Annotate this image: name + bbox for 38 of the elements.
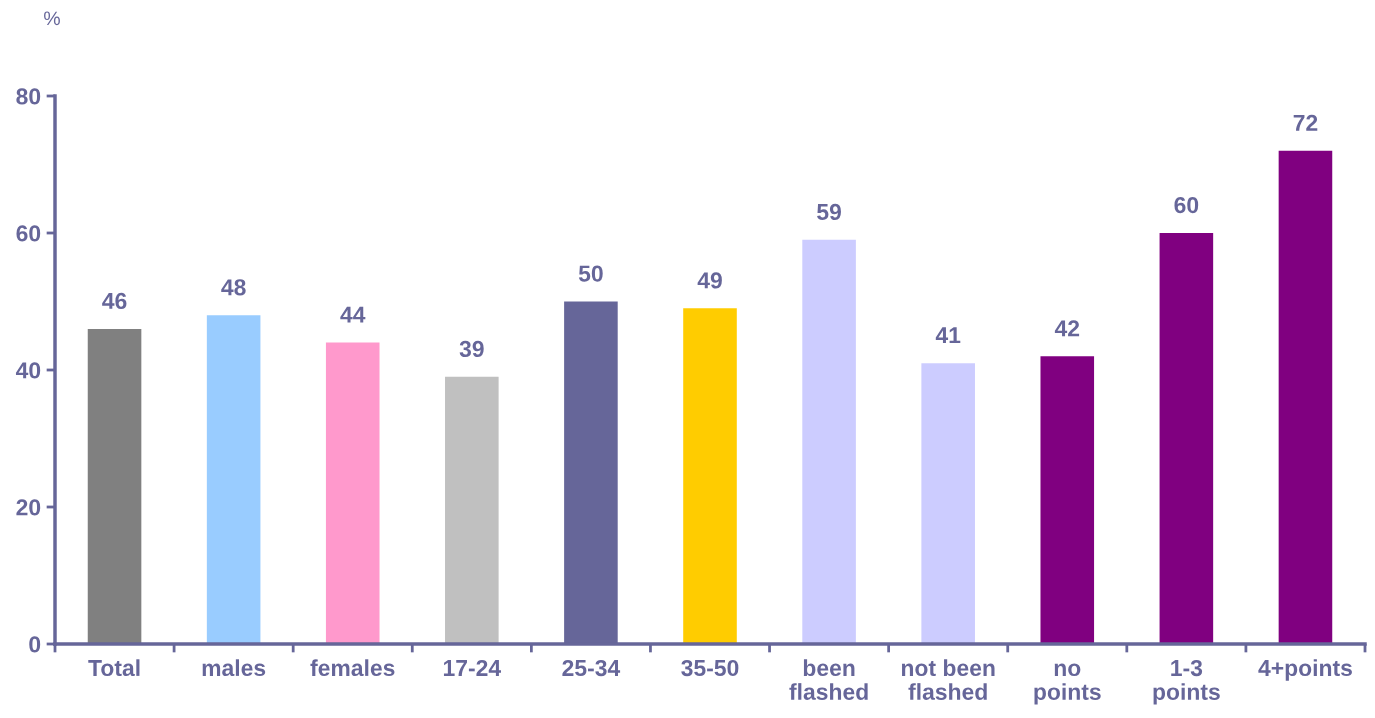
x-tick-label: been flashed bbox=[789, 659, 868, 700]
bar bbox=[445, 376, 499, 644]
y-tick-label: 80 bbox=[16, 88, 41, 105]
data-label: 60 bbox=[1174, 196, 1199, 214]
bar bbox=[325, 342, 380, 644]
x-tick-label: 1-3 points bbox=[1153, 659, 1220, 705]
bar bbox=[87, 328, 142, 644]
bar bbox=[683, 308, 737, 644]
y-tick-label: 20 bbox=[16, 499, 41, 516]
data-label: 72 bbox=[1293, 114, 1318, 131]
bar bbox=[921, 363, 975, 644]
data-label: 41 bbox=[935, 327, 961, 344]
x-tick-label: males bbox=[202, 659, 266, 677]
data-label: 44 bbox=[340, 306, 366, 323]
x-tick-label: 25-34 bbox=[562, 659, 621, 677]
y-tick-label: 60 bbox=[16, 225, 41, 242]
bar bbox=[802, 239, 856, 644]
bar bbox=[1278, 150, 1333, 644]
x-tick-label: not been flashed bbox=[901, 659, 995, 700]
data-label: 46 bbox=[102, 292, 127, 310]
y-axis-title: % bbox=[44, 11, 60, 26]
bar bbox=[1040, 356, 1095, 644]
data-label: 42 bbox=[1054, 320, 1080, 337]
x-tick-label: 4+points bbox=[1258, 659, 1352, 681]
x-tick-label: no points bbox=[1034, 663, 1101, 705]
x-tick-label: females bbox=[310, 659, 395, 677]
x-tick-label: Total bbox=[88, 659, 140, 677]
data-label: 48 bbox=[221, 279, 246, 296]
bar bbox=[1159, 233, 1214, 644]
x-tick-label: 35-50 bbox=[681, 659, 739, 677]
data-label: 39 bbox=[459, 340, 484, 358]
data-label: 50 bbox=[578, 265, 603, 282]
data-label: 59 bbox=[817, 203, 841, 221]
bar bbox=[206, 315, 261, 644]
data-label: 49 bbox=[697, 272, 722, 289]
y-tick-label: 0 bbox=[29, 636, 41, 653]
y-tick-label: 40 bbox=[15, 362, 41, 379]
x-tick-label: 17-24 bbox=[443, 659, 501, 676]
